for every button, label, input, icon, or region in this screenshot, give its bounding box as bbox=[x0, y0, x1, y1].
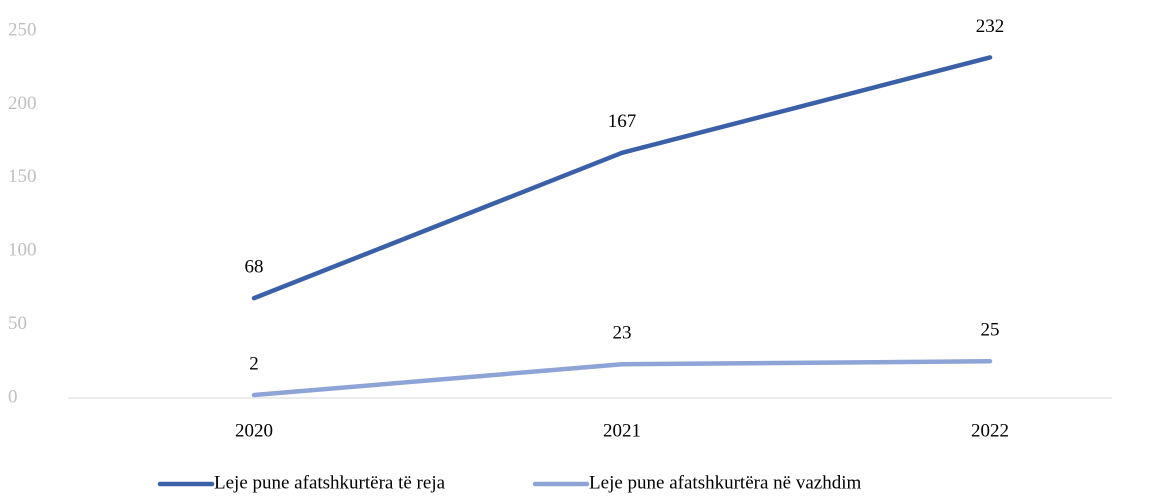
data-label: 167 bbox=[608, 111, 637, 132]
x-tick-label: 2020 bbox=[235, 420, 273, 441]
series-line bbox=[251, 359, 993, 398]
legend-label: Leje pune afatshkurtëra të reja bbox=[214, 472, 446, 493]
series-line bbox=[251, 55, 993, 301]
data-label: 68 bbox=[245, 257, 264, 278]
x-tick-label: 2022 bbox=[971, 420, 1009, 441]
x-tick-label: 2021 bbox=[603, 420, 641, 441]
data-label: 25 bbox=[981, 320, 1000, 341]
legend-label: Leje pune afatshkurtëra në vazhdim bbox=[589, 472, 861, 493]
y-tick-label: 150 bbox=[8, 166, 37, 187]
data-label: 23 bbox=[613, 323, 632, 344]
y-tick-label: 200 bbox=[8, 93, 37, 114]
y-tick-label: 0 bbox=[8, 386, 18, 407]
y-tick-label: 250 bbox=[8, 19, 37, 40]
data-label: 232 bbox=[976, 16, 1005, 37]
y-tick-label: 50 bbox=[8, 313, 27, 334]
y-tick-label: 100 bbox=[8, 240, 37, 261]
data-label: 2 bbox=[249, 353, 259, 374]
